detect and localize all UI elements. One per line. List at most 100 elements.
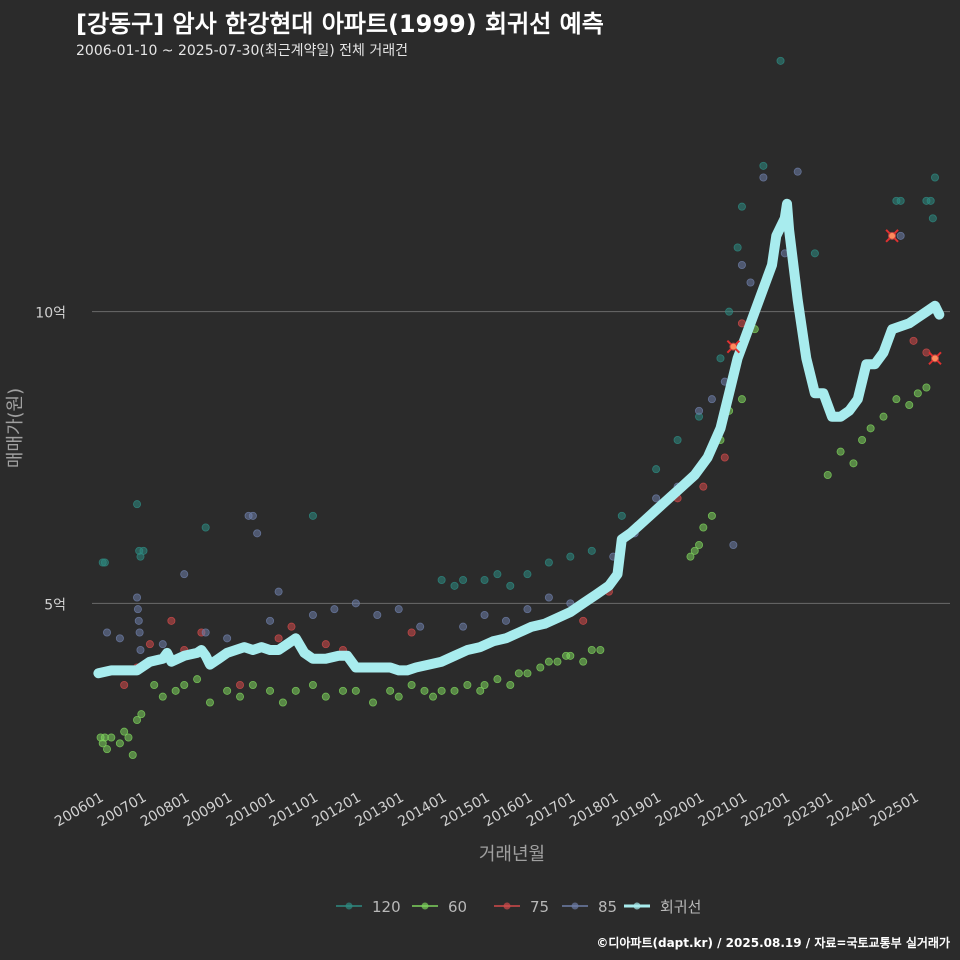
- data-point-60: [180, 681, 189, 690]
- data-point-75: [321, 640, 330, 649]
- data-point-60: [137, 710, 146, 719]
- data-point-60: [493, 675, 502, 684]
- data-point-85: [373, 611, 382, 620]
- grid-lines: [92, 311, 950, 604]
- y-tick-label: 5억: [44, 597, 66, 613]
- data-point-60: [394, 692, 403, 701]
- data-point-60: [699, 523, 708, 532]
- data-point-85: [133, 593, 142, 602]
- data-point-85: [793, 167, 802, 176]
- data-point-60: [695, 541, 704, 550]
- data-point-75: [236, 681, 245, 690]
- legend-label: 60: [448, 898, 467, 916]
- data-point-120: [930, 173, 939, 182]
- data-point-120: [926, 196, 935, 205]
- footer-credit: ©디아파트(dapt.kr) / 2025.08.19 / 자료=국토교통부 실…: [596, 936, 950, 950]
- legend-swatch-dot: [571, 902, 579, 910]
- data-point-60: [450, 686, 459, 695]
- data-point-85: [729, 541, 738, 550]
- data-point-120: [733, 243, 742, 252]
- legend-label: 75: [530, 898, 549, 916]
- x-tick-label: 200601: [52, 790, 106, 831]
- data-point-60: [124, 733, 133, 742]
- data-point-60: [205, 698, 214, 707]
- data-point-60: [171, 686, 180, 695]
- x-tick-label: 202001: [653, 790, 707, 831]
- x-tick-label: 201601: [481, 790, 535, 831]
- data-point-85: [266, 616, 275, 625]
- x-tick-label: 201301: [352, 790, 406, 831]
- data-point-75: [579, 616, 588, 625]
- marker-dot: [730, 343, 737, 350]
- data-point-60: [536, 663, 545, 672]
- data-point-120: [587, 546, 596, 555]
- regression-line-group: [93, 198, 945, 679]
- legend-swatch-dot: [345, 902, 353, 910]
- data-point-60: [420, 686, 429, 695]
- legend-item-60: 60: [412, 898, 467, 916]
- data-point-60: [879, 412, 888, 421]
- data-point-60: [407, 681, 416, 690]
- data-point-85: [223, 634, 232, 643]
- data-point-60: [707, 511, 716, 520]
- data-point-120: [737, 202, 746, 211]
- legend-label: 회귀선: [660, 898, 701, 916]
- legend-swatch-dot: [633, 902, 641, 910]
- data-point-120: [450, 581, 459, 590]
- data-point-85: [544, 593, 553, 602]
- data-point-120: [928, 214, 937, 223]
- data-point-85: [136, 646, 145, 655]
- x-tick-label: 201001: [224, 790, 278, 831]
- data-point-85: [201, 628, 210, 637]
- data-point-120: [493, 570, 502, 579]
- x-tick-label: 201201: [310, 790, 364, 831]
- data-point-60: [858, 435, 867, 444]
- data-point-75: [909, 336, 918, 345]
- data-point-85: [115, 634, 124, 643]
- legend-item-회귀선: 회귀선: [624, 898, 701, 916]
- data-point-120: [459, 576, 468, 585]
- data-point-120: [776, 56, 785, 65]
- data-point-60: [223, 686, 232, 695]
- highlight-markers: [726, 229, 942, 366]
- data-point-120: [201, 523, 210, 532]
- data-point-120: [523, 570, 532, 579]
- legend-label: 120: [372, 898, 401, 916]
- marker-dot: [931, 355, 938, 362]
- data-point-60: [107, 733, 116, 742]
- y-tick-labels: 5억 10억: [35, 306, 66, 614]
- legend: 120 60 75 85 회귀선: [336, 898, 701, 916]
- data-point-120: [133, 500, 142, 509]
- data-point-60: [308, 681, 317, 690]
- data-point-120: [896, 196, 905, 205]
- data-point-60: [150, 681, 159, 690]
- data-point-75: [407, 628, 416, 637]
- legend-label: 85: [598, 898, 617, 916]
- data-point-60: [120, 727, 129, 736]
- data-point-85: [480, 611, 489, 620]
- data-point-60: [849, 459, 858, 468]
- x-tick-label: 202301: [781, 790, 835, 831]
- data-point-120: [759, 161, 768, 170]
- data-point-60: [544, 657, 553, 666]
- chart-subtitle: 2006-01-10 ~ 2025-07-30(최근계약일) 전체 거래건: [76, 43, 408, 59]
- data-point-120: [716, 354, 725, 363]
- data-point-120: [810, 249, 819, 258]
- x-tick-label: 201401: [395, 790, 449, 831]
- data-point-60: [480, 681, 489, 690]
- highlight-marker: [928, 351, 942, 366]
- data-point-60: [523, 669, 532, 678]
- data-point-120: [308, 511, 317, 520]
- data-point-60: [278, 698, 287, 707]
- data-point-60: [429, 692, 438, 701]
- data-point-60: [248, 681, 257, 690]
- data-point-85: [416, 622, 425, 631]
- data-point-120: [437, 576, 446, 585]
- data-point-60: [115, 739, 124, 748]
- data-point-85: [248, 511, 257, 520]
- x-tick-label: 202101: [696, 790, 750, 831]
- x-tick-label: 200801: [138, 790, 192, 831]
- data-point-85: [180, 570, 189, 579]
- x-tick-label: 201101: [267, 790, 321, 831]
